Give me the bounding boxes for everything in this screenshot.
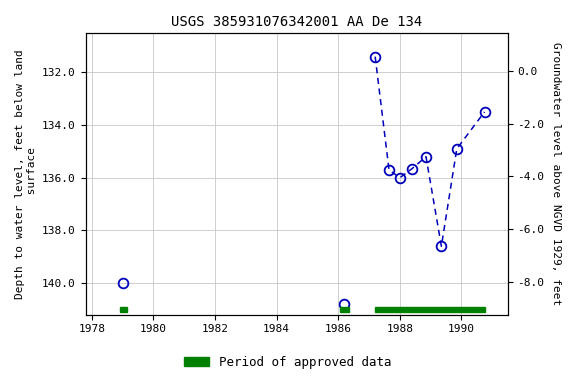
Bar xyxy=(340,307,349,312)
Bar xyxy=(375,307,484,312)
Bar xyxy=(119,307,127,312)
Legend: Period of approved data: Period of approved data xyxy=(179,351,397,374)
Y-axis label: Groundwater level above NGVD 1929, feet: Groundwater level above NGVD 1929, feet xyxy=(551,42,561,305)
Y-axis label: Depth to water level, feet below land
 surface: Depth to water level, feet below land su… xyxy=(15,49,37,299)
Title: USGS 385931076342001 AA De 134: USGS 385931076342001 AA De 134 xyxy=(171,15,422,29)
